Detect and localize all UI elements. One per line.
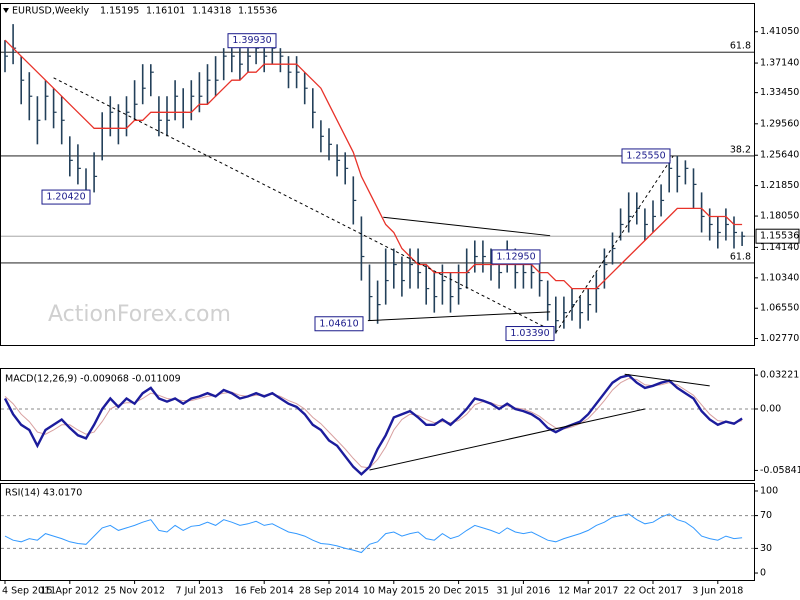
- price-annotation-box: [227, 33, 277, 49]
- y-tick-label: 1.06550: [760, 303, 799, 314]
- price-annotation: 1.04610: [319, 318, 358, 329]
- y-tick-label: 1.41050: [760, 26, 799, 37]
- price-annotation: 1.12950: [496, 251, 535, 262]
- y-tick-label: 30: [760, 543, 772, 554]
- rsi-panel: [0, 483, 755, 581]
- dropdown-icon: [3, 8, 9, 13]
- indicator-line: [4, 377, 743, 469]
- x-tick-label: 31 Jul 2016: [497, 586, 551, 597]
- x-tick-label: 12 Mar 2017: [558, 586, 618, 597]
- y-tick-label: -0.058413: [760, 465, 800, 476]
- x-tick-label: 28 Sep 2014: [299, 586, 359, 597]
- x-tick-label: 7 Jul 2013: [176, 586, 224, 597]
- macd-panel: [0, 368, 755, 481]
- y-tick-label: 0.032215: [760, 370, 800, 381]
- y-tick-label: 100: [760, 485, 778, 496]
- price-annotation: 1.25550: [626, 150, 665, 161]
- y-tick-label: 1.02770: [760, 333, 799, 344]
- y-tick-label: 1.33450: [760, 87, 799, 98]
- x-tick-label: 22 Oct 2017: [624, 586, 683, 597]
- trend-line: [624, 373, 710, 387]
- y-tick-label: 1.21850: [760, 180, 799, 191]
- x-tick-label: 10 May 2015: [363, 586, 425, 597]
- fib-label: 38.2: [730, 144, 751, 155]
- ohlc-value: 1.16101: [146, 6, 185, 17]
- ohlc-value: 1.14318: [192, 6, 231, 17]
- y-tick-label: 1.10340: [760, 272, 799, 283]
- price-annotation-box: [505, 326, 555, 342]
- price-panel: [0, 3, 755, 346]
- y-tick-label: 1.14140: [760, 242, 799, 253]
- ohlc-value: 1.15536: [238, 6, 277, 17]
- x-tick-label: 20 Dec 2015: [428, 586, 489, 597]
- y-tick-label: 1.18050: [760, 211, 799, 222]
- chart-title: EURUSD,Weekly: [12, 6, 90, 17]
- trend-line: [383, 216, 551, 237]
- trend-line: [53, 77, 557, 334]
- indicator-line: [3, 373, 743, 476]
- price-annotation: 1.03390: [510, 328, 549, 339]
- y-tick-label: 70: [760, 510, 772, 521]
- price-annotation: 1.39930: [232, 35, 271, 46]
- y-tick-label: 0: [760, 568, 766, 579]
- price-annotation-box: [491, 249, 541, 265]
- price-annotation-box: [621, 148, 671, 164]
- x-tick-label: 3 Jun 2018: [692, 586, 743, 597]
- watermark: ActionForex.com: [48, 302, 231, 327]
- x-tick-label: 4 Sep 2011: [2, 586, 56, 597]
- price-annotation-box: [41, 189, 91, 205]
- price-annotation: 1.20420: [46, 192, 85, 203]
- trend-line: [555, 155, 674, 333]
- fib-label: 61.8: [730, 41, 751, 52]
- x-tick-label: 25 Nov 2012: [104, 586, 165, 597]
- x-tick-label: 15 Apr 2012: [40, 586, 99, 597]
- trend-line: [369, 408, 646, 471]
- rsi-title: RSI(14) 43.0170: [5, 488, 82, 499]
- y-tick-label: 0.00: [760, 403, 781, 414]
- price-annotation-box: [314, 316, 364, 332]
- y-tick-label: 1.37140: [760, 58, 799, 69]
- indicator-line: [4, 513, 743, 554]
- trend-line: [367, 311, 551, 322]
- x-tick-label: 16 Feb 2014: [235, 586, 294, 597]
- ohlc-value: 1.15195: [100, 6, 139, 17]
- macd-title: MACD(12,26,9) -0.009068 -0.011009: [5, 374, 181, 385]
- y-tick-label: 1.29560: [760, 118, 799, 129]
- moving-average: [4, 39, 743, 290]
- fib-label: 61.8: [730, 251, 751, 262]
- y-tick-label: 1.25640: [760, 150, 799, 161]
- last-price-box: [755, 228, 800, 244]
- last-price-label: 1.15536: [760, 231, 799, 242]
